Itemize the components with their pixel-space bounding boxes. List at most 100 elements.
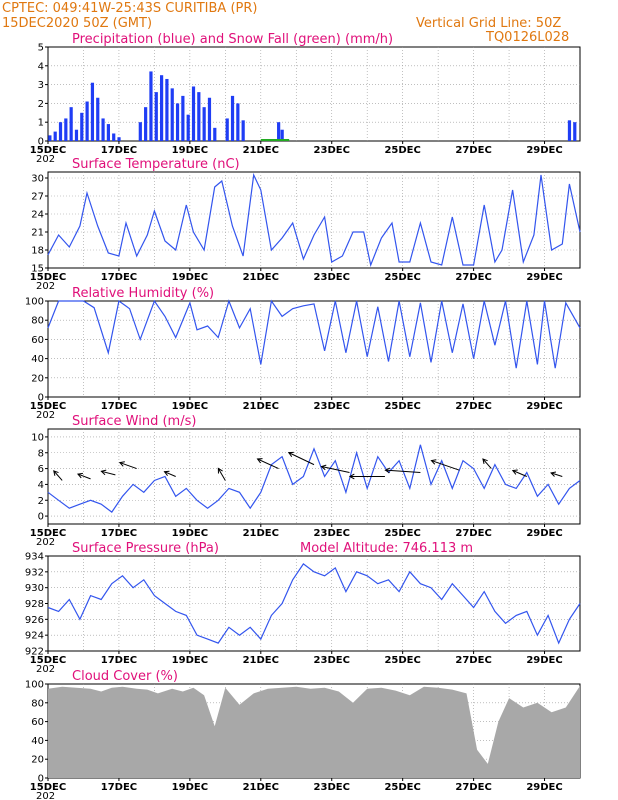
wind-arrowhead — [550, 471, 557, 477]
wind-ytick-label: 4 — [38, 480, 44, 491]
humidity-frame — [47, 300, 581, 398]
temperature-ytick-label: 15 — [31, 264, 44, 275]
cloud-xtick-label: 27DEC — [455, 782, 491, 793]
precip-bar — [573, 122, 577, 141]
wind-arrowhead — [287, 451, 294, 457]
wind-arrowhead — [76, 472, 83, 479]
pressure-xtick-label: 23DEC — [314, 655, 350, 666]
precip-bar — [64, 118, 68, 141]
precip-bar — [181, 95, 185, 141]
wind-arrow — [385, 469, 421, 474]
temperature-year-fragment: 202 — [36, 281, 55, 292]
wind-arrow — [512, 470, 527, 477]
header-run-date: 15DEC2020 50Z (GMT) — [2, 16, 152, 31]
humidity-xtick-label: 17DEC — [101, 401, 137, 412]
precip-bar — [159, 75, 164, 141]
precip-bar — [236, 103, 240, 141]
pressure-xtick-label: 15DEC — [30, 655, 66, 666]
precip-xtick-label: 19DEC — [172, 145, 208, 156]
wind-arrow — [321, 466, 350, 474]
wind-arrow — [550, 472, 563, 477]
precip-bar — [101, 118, 105, 141]
temperature-panel: 15 18 21 24 27 30 Surface Temperature (nC) 15DE… — [30, 157, 581, 292]
precip-bar — [197, 92, 201, 141]
precip-bar — [149, 71, 153, 141]
cloud-xtick-label: 15DEC — [30, 782, 66, 793]
precip-xtick-label: 23DEC — [314, 145, 350, 156]
precip-xtick-label: 29DEC — [526, 145, 562, 156]
precip-bar — [175, 103, 180, 141]
wind-xtick-label: 17DEC — [101, 528, 137, 539]
cloud-ytick-label: 40 — [31, 736, 44, 747]
pressure-xtick-label: 17DEC — [101, 655, 137, 666]
precip-bar — [170, 88, 174, 141]
wind-arrow — [431, 460, 460, 471]
wind-panel: 0 2 4 6 8 10 Surface Wind (m/s) 15DEC 17DEC 19DEC… — [30, 414, 581, 548]
cloud-ytick-label: 100 — [25, 680, 44, 691]
temperature-frame — [47, 171, 581, 269]
humidity-xtick-label: 15DEC — [30, 401, 66, 412]
header-location: CPTEC: 049:41W-25:43S CURITIBA (PR) — [2, 1, 257, 16]
precip-ytick-label: 5 — [38, 43, 44, 54]
cloud-ytick-label: 80 — [31, 698, 44, 709]
wind-ytick-label: 0 — [38, 512, 44, 523]
precip-ytick-label: 3 — [38, 80, 44, 91]
pressure-ytick-label: 928 — [25, 599, 44, 610]
precip-xtick-label: 25DEC — [384, 145, 420, 156]
wind-year-fragment: 202 — [36, 537, 55, 548]
precip-bar — [96, 97, 100, 141]
pressure-ytick-label: 924 — [25, 631, 44, 642]
pressure-frame — [47, 555, 581, 652]
cloud-ytick-label: 0 — [38, 774, 44, 785]
wind-arrow — [288, 452, 315, 466]
pressure-year-fragment: 202 — [36, 664, 55, 675]
humidity-series-line — [47, 299, 581, 369]
cloud-xtick-label: 29DEC — [526, 782, 562, 793]
humidity-xtick-label: 25DEC — [384, 401, 420, 412]
precip-bar — [58, 122, 63, 141]
cloud-xtick-label: 19DEC — [172, 782, 208, 793]
precip-bar — [69, 107, 73, 141]
wind-arrow — [101, 470, 116, 476]
precip-bar — [191, 86, 196, 141]
wind-title: Surface Wind (m/s) — [72, 414, 196, 429]
wind-arrowhead — [430, 459, 437, 465]
humidity-xtick-label: 19DEC — [172, 401, 208, 412]
header-model-id: TQ0126L028 — [485, 30, 569, 45]
temperature-xtick-label: 27DEC — [455, 272, 491, 283]
precip-xtick-label: 21DEC — [243, 145, 279, 156]
pressure-annotation: Model Altitude: 746.113 m — [300, 541, 473, 556]
wind-arrow — [119, 462, 137, 470]
pressure-xtick-label: 29DEC — [526, 655, 562, 666]
wind-arrowhead — [384, 467, 391, 474]
precip-bar — [225, 118, 229, 141]
precip-ytick-label: 4 — [38, 61, 44, 72]
temperature-xtick-label: 23DEC — [314, 272, 350, 283]
humidity-xtick-label: 29DEC — [526, 401, 562, 412]
wind-arrowhead — [217, 467, 223, 474]
pressure-xtick-label: 21DEC — [243, 655, 279, 666]
precip-ytick-label: 0 — [38, 137, 44, 148]
precip-xtick-label: 27DEC — [455, 145, 491, 156]
cloud-ytick-label: 60 — [31, 717, 44, 728]
temperature-series-line — [47, 172, 581, 268]
wind-arrowhead — [348, 473, 355, 480]
cloud-xtick-label: 23DEC — [314, 782, 350, 793]
precip-bar — [165, 78, 169, 141]
wind-ytick-label: 6 — [38, 464, 44, 475]
precip-bar — [280, 129, 284, 141]
humidity-title: Relative Humidity (%) — [72, 286, 214, 301]
precip-panel: 0 1 2 3 4 5 Precipitation (blue) and Snow Fall… — [30, 32, 581, 165]
precip-bar — [144, 107, 148, 141]
wind-arrowhead — [53, 470, 59, 476]
pressure-xtick-label: 19DEC — [172, 655, 208, 666]
precip-bar — [567, 120, 572, 141]
humidity-panel: 0 20 40 60 80 100 Relative Humidity (%) 15DEC 17… — [25, 286, 581, 421]
precip-bar — [90, 82, 95, 141]
humidity-ytick-label: 20 — [31, 373, 44, 384]
pressure-xtick-label: 27DEC — [455, 655, 491, 666]
precip-xtick-label: 15DEC — [30, 145, 66, 156]
precip-ytick-label: 2 — [38, 99, 44, 110]
wind-arrowhead — [118, 461, 125, 467]
